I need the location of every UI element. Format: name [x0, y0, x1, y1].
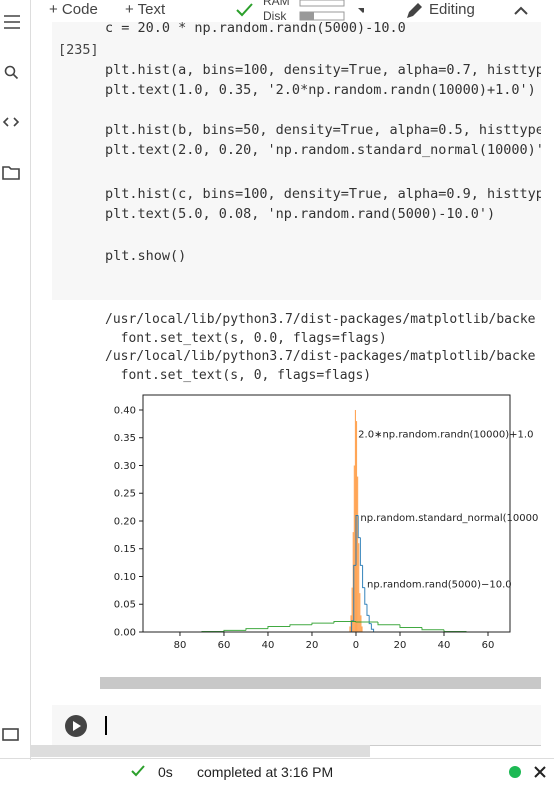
x-tick-label: 40	[262, 640, 275, 651]
toolbar: + Code + Text RAM Disk Editing	[31, 0, 554, 24]
hist-step	[377, 622, 400, 626]
hist-step	[289, 624, 312, 627]
hist-bar	[353, 465, 355, 632]
y-tick-label: 0.30	[114, 461, 136, 472]
toc-icon[interactable]	[4, 15, 20, 29]
hist-step	[267, 625, 290, 629]
code-icon[interactable]	[2, 117, 20, 127]
status-icons	[509, 766, 546, 778]
code-line: plt.hist(c, bins=100, density=True, alph…	[105, 186, 541, 202]
hist-bar	[349, 626, 351, 632]
terminal-icon[interactable]	[2, 728, 19, 741]
elapsed: 0s	[158, 764, 173, 780]
hist-step	[333, 620, 356, 624]
hist-step	[351, 620, 354, 632]
plot-frame	[142, 394, 511, 633]
hist-step	[362, 565, 365, 589]
x-tick-label: 0	[353, 640, 359, 651]
hist-step	[370, 623, 375, 632]
hist-step	[245, 628, 268, 631]
collapse-icon[interactable]	[511, 2, 531, 20]
y-tick-label: 0.00	[114, 628, 136, 639]
annotation: np.random.rand(5000)−10.0	[367, 580, 512, 591]
cursor	[105, 716, 107, 735]
hist-step	[364, 587, 367, 605]
hist-bar	[357, 476, 359, 632]
y-tick-label: 0.35	[114, 433, 136, 444]
y-tick-label: 0.15	[114, 544, 136, 555]
hist-bar	[361, 626, 363, 632]
disk-label: Disk	[263, 9, 287, 23]
h-scrollbar[interactable]	[100, 677, 541, 689]
execution-count: [235]	[58, 42, 99, 58]
hist-step	[355, 514, 359, 566]
stderr-line: /usr/local/lib/python3.7/dist-packages/m…	[105, 349, 536, 365]
code-line: plt.hist(a, bins=100, density=True, alph…	[105, 62, 541, 78]
status-bar: 0s completed at 3:16 PM	[0, 758, 554, 786]
code-line: plt.text(5.0, 0.08, 'np.random.rand(5000…	[105, 206, 496, 222]
stderr-line: /usr/local/lib/python3.7/dist-packages/m…	[105, 312, 536, 327]
resources[interactable]	[234, 0, 364, 24]
hist-step	[357, 515, 361, 539]
output-area: /usr/local/lib/python3.7/dist-packages/m…	[52, 302, 541, 392]
hist-step	[311, 622, 334, 625]
hist-bar	[354, 409, 356, 632]
y-tick-label: 0.05	[114, 600, 136, 611]
y-tick-label: 0.25	[114, 489, 136, 500]
code-line: plt.show()	[105, 248, 187, 264]
hist-bar	[350, 615, 352, 632]
x-tick-label: 60	[482, 640, 495, 651]
sidebar-icons	[2, 15, 20, 741]
y-tick-label: 0.20	[114, 516, 136, 527]
code-cell: c = 20.0 * np.random.randn(5000)-10.0 plt…	[52, 22, 541, 300]
files-icon[interactable]	[2, 166, 20, 180]
x-tick-label: 80	[174, 640, 187, 651]
empty-cell[interactable]	[52, 705, 541, 746]
code-line: plt.text(2.0, 0.20, 'np.random.standard_…	[105, 142, 541, 158]
edit-icon	[407, 3, 422, 18]
code-line: c = 20.0 * np.random.randn(5000)-10.0	[105, 22, 406, 36]
hist-step	[366, 604, 370, 616]
hist-bar	[351, 587, 353, 632]
ram-label: RAM	[263, 0, 290, 8]
mode[interactable]: Editing	[429, 1, 475, 18]
hist-step	[421, 627, 444, 631]
annotation: 2.0∗np.random.randn(10000)+1.0	[358, 430, 533, 441]
add-text[interactable]: + Text	[125, 1, 166, 18]
search-icon[interactable]	[4, 65, 16, 77]
chart: 80 60 40 20 0 20 40 60 0.00 0.05 0.10 0.15 0.20 0.25 0…	[100, 388, 541, 660]
annotation: np.random.standard_normal(10000	[360, 513, 538, 524]
hist-step	[355, 621, 378, 623]
x-tick-label: 40	[438, 640, 451, 651]
hist-bar	[355, 421, 358, 632]
hist-bar	[358, 543, 360, 632]
sidebar	[0, 0, 31, 760]
hist-step	[368, 615, 372, 625]
ok-icon	[131, 765, 145, 777]
hist-bar	[359, 593, 361, 632]
hist-step	[223, 629, 246, 632]
stderr-line: font.set_text(s, 0.0, flags=flags)	[105, 330, 387, 346]
code-line: plt.text(1.0, 0.35, '2.0*np.random.randn…	[105, 82, 536, 98]
add-code[interactable]: + Code	[49, 1, 98, 18]
x-tick-label: 20	[394, 640, 407, 651]
x-tick-label: 60	[218, 640, 231, 651]
y-tick-label: 0.40	[114, 405, 136, 416]
hist-step	[353, 564, 356, 621]
stderr-line: font.set_text(s, 0, flags=flags)	[105, 368, 372, 384]
hist-bar	[360, 615, 362, 632]
hist-step	[359, 537, 363, 566]
scroll-track	[30, 745, 370, 757]
status-message: completed at 3:16 PM	[197, 764, 334, 780]
y-tick-label: 0.10	[114, 572, 136, 583]
x-tick-label: 20	[306, 640, 319, 651]
hist-bar	[352, 532, 354, 632]
hist-step	[399, 624, 422, 629]
code-line: plt.hist(b, bins=50, density=True, alpha…	[105, 122, 541, 138]
run-button[interactable]	[64, 714, 88, 738]
